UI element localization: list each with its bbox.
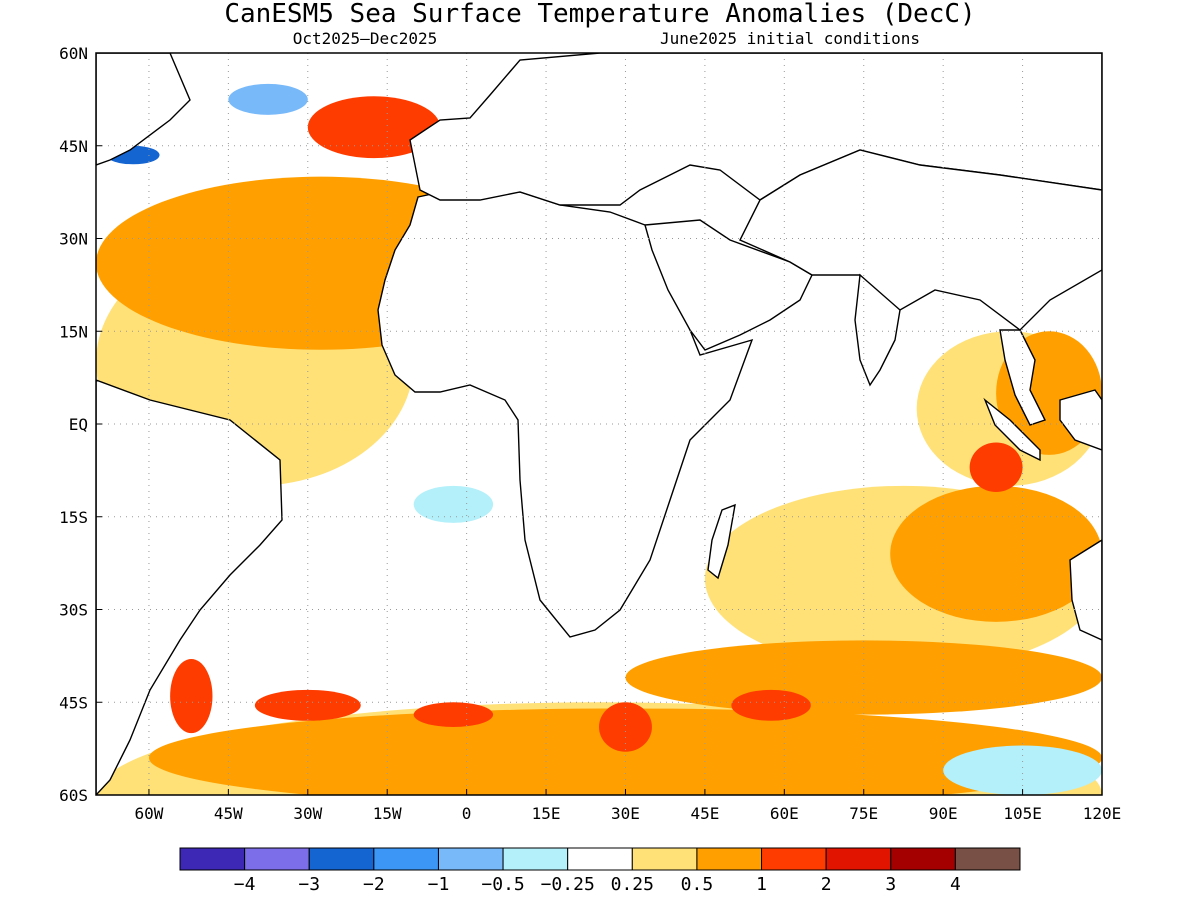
lat-tick-label: 30N (59, 230, 88, 249)
gridlines (96, 53, 1102, 795)
colorbar-swatch (890, 847, 956, 871)
australia-landmass (1069, 539, 1102, 641)
colorbar-swatch (437, 847, 504, 871)
lon-tick-label: 60E (770, 804, 799, 823)
colorbar-label: 3 (885, 874, 896, 895)
colorbar-swatch (825, 847, 892, 871)
colorbar-label: −3 (298, 874, 320, 895)
colorbar-swatch (761, 847, 827, 871)
lon-tick-label: 15W (373, 804, 402, 823)
lon-tick-label: 90E (929, 804, 958, 823)
madagascar-landmass (707, 503, 736, 580)
south-america-landmass (96, 379, 283, 795)
colorbar-swatch (567, 847, 633, 871)
anomaly-region-12 (599, 702, 652, 752)
colorbar-swatch (696, 847, 763, 871)
landmasses (96, 53, 1102, 795)
colorbar-label: −1 (428, 874, 450, 895)
longitude-ticks: 60W 45W 30W 15W 0 15E 30E 45E 60E 75E 90E 105E 120E (134, 789, 1121, 823)
lat-tick-label: 30S (59, 601, 88, 620)
anomaly-region-11 (413, 702, 494, 727)
borneo-landmass (1059, 389, 1102, 451)
colorbar-label: −2 (363, 874, 385, 895)
lat-tick-label: 45N (59, 137, 88, 156)
lon-tick-label: 60W (134, 804, 163, 823)
anomaly-region-18 (228, 83, 308, 115)
colorbar-swatch (308, 847, 375, 871)
colorbar-swatch (502, 847, 569, 871)
lon-tick-label: 105E (1003, 804, 1042, 823)
colorbar-label: −0.5 (481, 874, 524, 895)
colorbar-label: 1 (756, 874, 767, 895)
anomaly-region-14 (969, 442, 1023, 493)
lon-tick-label: 45W (214, 804, 243, 823)
lat-tick-label: EQ (69, 415, 88, 434)
latitude-ticks: 60N 45N 30N 15N EQ 15S 30S 45S 60S (59, 44, 102, 805)
colorbar-label: 0.5 (681, 874, 714, 895)
colorbar-swatch (179, 847, 246, 871)
anomaly-region-6 (890, 485, 1102, 622)
lon-tick-label: 30W (293, 804, 322, 823)
colorbar-label: 0.25 (611, 874, 654, 895)
lon-tick-label: 30E (611, 804, 640, 823)
initial-conditions-subtitle: June2025 initial conditions (660, 29, 920, 48)
anomaly-region-9 (307, 96, 441, 159)
colorbar-swatch (954, 847, 1021, 871)
lon-tick-label: 45E (690, 804, 719, 823)
colorbar-swatch (373, 847, 439, 871)
lon-tick-label: 15E (532, 804, 561, 823)
map-title: CanESM5 Sea Surface Temperature Anomalie… (224, 0, 975, 29)
colorbar-label: −4 (234, 874, 256, 895)
anomaly-region-15 (170, 658, 213, 734)
india-landmass (854, 273, 901, 387)
colorbar-label: −0.25 (541, 874, 595, 895)
lon-tick-label: 120E (1083, 804, 1122, 823)
anomaly-region-17 (413, 485, 494, 523)
anomaly-region-16 (943, 745, 1102, 795)
lon-tick-label: 75E (849, 804, 878, 823)
lat-tick-label: 15S (59, 508, 88, 527)
colorbar-label: 4 (950, 874, 961, 895)
lon-tick-label: 0 (462, 804, 472, 823)
lat-tick-label: 45S (59, 693, 88, 712)
lat-tick-label: 60S (59, 786, 88, 805)
colorbar-swatch (244, 847, 310, 871)
lat-tick-label: 60N (59, 44, 88, 63)
forecast-period-subtitle: Oct2025–Dec2025 (293, 29, 438, 48)
anomaly-region-10 (254, 689, 361, 721)
sumatra-landmass (983, 397, 1041, 462)
north-america-landmass (96, 53, 191, 166)
colorbar: −4 −3 −2 −1 −0.5 −0.25 0.25 0.5 1 2 3 4 (179, 847, 1021, 895)
anomaly-region-13 (731, 689, 811, 721)
map-panel (96, 53, 1102, 795)
colorbar-swatch (631, 847, 698, 871)
colorbar-label: 2 (821, 874, 832, 895)
lat-tick-label: 15N (59, 322, 88, 341)
arabia-landmass (644, 219, 813, 351)
